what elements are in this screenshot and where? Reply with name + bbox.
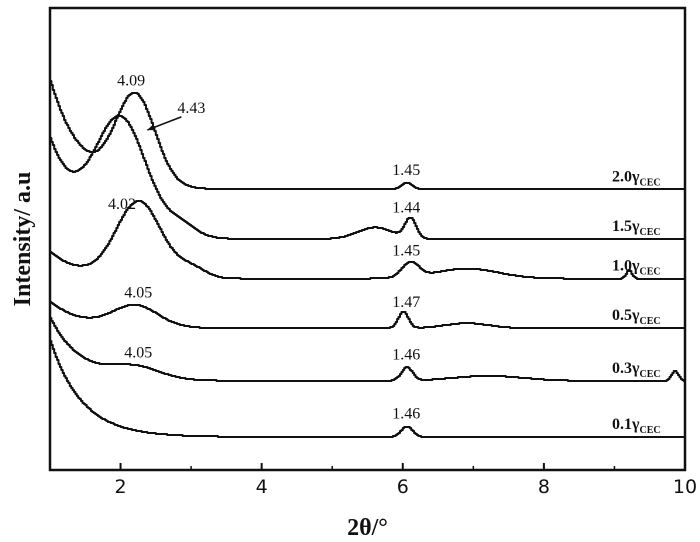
series-line — [50, 200, 685, 280]
series-label: 0.3γCEC — [612, 360, 661, 380]
x-tick-label: 4 — [256, 476, 268, 498]
peak-value-label: 1.44 — [392, 199, 420, 216]
series-line — [50, 115, 685, 240]
series-line — [50, 317, 685, 382]
plot-frame — [48, 6, 687, 472]
peak-value-label: 4.02 — [108, 196, 136, 213]
series-label: 0.5γCEC — [612, 307, 661, 327]
peak-annotation: 4.09 — [117, 72, 145, 89]
series-line — [50, 301, 685, 329]
peak-value-label: 1.46 — [392, 346, 420, 363]
curves-group — [50, 80, 685, 438]
annotation-arrow-head — [147, 124, 156, 131]
x-tick-label: 6 — [397, 476, 409, 498]
x-axis-title: 2θ/° — [347, 515, 388, 541]
peak-value-label: 4.05 — [124, 284, 152, 301]
peak-value-label: 1.45 — [392, 242, 420, 259]
series-line — [50, 80, 685, 190]
y-axis-title: Intensity/ a.u — [10, 172, 36, 307]
x-tick-label: 2 — [115, 476, 127, 498]
series-line — [50, 340, 685, 438]
ticks-group: 2 4 6 8 10 — [49, 463, 697, 498]
series-label: 2.0γCEC — [612, 169, 661, 189]
x-tick-label: 10 — [673, 476, 697, 498]
peak-value-label: 4.05 — [124, 345, 152, 362]
series-label: 1.5γCEC — [612, 218, 661, 238]
peak-value-label: 1.45 — [392, 162, 420, 179]
x-tick-label: 8 — [538, 476, 550, 498]
labels-group: 0.1γCEC 1.46 0.3γCEC 4.05 1.46 0.5γCEC 4.05 1.4… — [108, 72, 661, 436]
peak-annotation: 4.43 — [177, 100, 205, 117]
series-label: 1.0γCEC — [612, 258, 661, 278]
series-label: 0.1γCEC — [612, 416, 661, 436]
peak-value-label: 1.46 — [392, 405, 420, 422]
peak-value-label: 1.47 — [392, 294, 420, 311]
